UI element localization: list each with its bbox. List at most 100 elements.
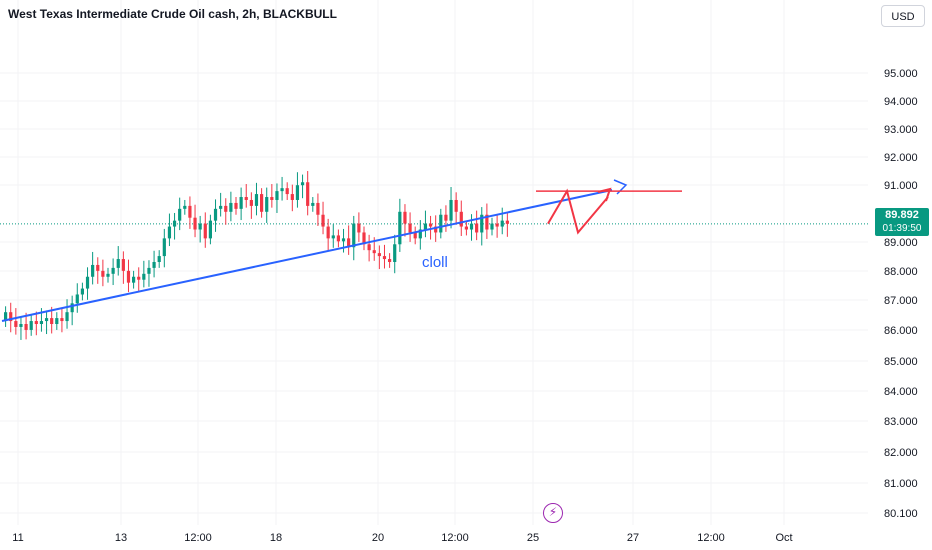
- x-tick-label: 18: [270, 532, 282, 544]
- candle-body: [29, 321, 33, 330]
- x-tick-label: 13: [115, 532, 127, 544]
- candle-body: [249, 199, 253, 206]
- candle-body: [377, 253, 381, 257]
- candle-body: [357, 223, 361, 233]
- candle-body: [24, 324, 28, 330]
- chart-annotation[interactable]: cloll: [422, 254, 448, 271]
- projection-path: [547, 188, 609, 235]
- candle-body: [423, 223, 428, 230]
- candle-body: [275, 191, 279, 200]
- candle-body: [178, 208, 182, 221]
- x-tick-label: 27: [627, 532, 639, 544]
- x-axis-ticks: 11 13 12:00 18 20 12:00 25 27 12:00 Oct: [12, 532, 792, 544]
- candle-body: [388, 259, 392, 262]
- candle-body: [162, 238, 166, 257]
- candle-body: [85, 276, 90, 289]
- currency-button[interactable]: USD: [881, 5, 925, 27]
- candle-body: [382, 256, 387, 260]
- candle-body: [198, 223, 202, 230]
- candle-body: [434, 226, 438, 233]
- candle-body: [316, 202, 320, 215]
- candle-body: [9, 312, 13, 322]
- x-tick-label: 20: [372, 532, 384, 544]
- candle-body: [444, 214, 448, 221]
- candle-body: [403, 211, 407, 224]
- bar-countdown: 01:39:50: [882, 223, 922, 234]
- candle-body: [254, 194, 259, 206]
- candle-body: [219, 205, 223, 209]
- y-tick-label: 88.000: [884, 266, 918, 278]
- candle-body: [50, 318, 54, 325]
- candle-body: [295, 185, 300, 200]
- candle-body: [244, 197, 248, 200]
- candle-body: [260, 194, 264, 212]
- candle-body: [224, 205, 228, 212]
- projection-arrow-head: [597, 187, 612, 202]
- last-price-tag: 89.892 01:39:50: [875, 208, 929, 236]
- candle-body: [428, 223, 433, 227]
- y-tick-label: 82.000: [884, 447, 918, 459]
- candle-body: [44, 318, 49, 322]
- candle-body: [126, 270, 131, 283]
- candle-body: [234, 202, 238, 209]
- y-tick-label: 94.000: [884, 96, 918, 108]
- candle-body: [111, 267, 115, 274]
- y-tick-label: 86.000: [884, 325, 918, 337]
- candle-body: [80, 288, 84, 295]
- grid: [0, 0, 868, 525]
- candle-body: [398, 211, 402, 245]
- candle-body: [229, 202, 233, 212]
- candle-body: [362, 232, 366, 245]
- candle-body: [300, 182, 305, 186]
- candle-body: [55, 318, 59, 325]
- candle-body: [352, 223, 356, 248]
- y-tick-label: 89.000: [884, 237, 918, 249]
- x-tick-label: 12:00: [184, 532, 212, 544]
- candle-body: [464, 226, 468, 230]
- candle-body: [188, 205, 192, 218]
- candle-body: [152, 261, 156, 268]
- y-tick-label: 81.000: [884, 478, 918, 490]
- x-tick-label: 25: [527, 532, 539, 544]
- candle-body: [65, 312, 69, 322]
- candle-body: [96, 264, 100, 271]
- candle-body: [4, 312, 8, 322]
- x-tick-label: 12:00: [441, 532, 469, 544]
- candle-body: [413, 232, 417, 239]
- candle-body: [454, 199, 458, 212]
- candle-body: [75, 294, 79, 304]
- candle-body: [193, 217, 197, 230]
- candle-body: [290, 194, 294, 200]
- candle-body: [485, 214, 489, 230]
- candle-body: [101, 270, 105, 277]
- candle-body: [439, 214, 443, 233]
- y-tick-label: 85.000: [884, 356, 918, 368]
- lightning-icon[interactable]: ⚡: [543, 503, 563, 523]
- candle-body: [469, 223, 474, 230]
- candle-body: [505, 220, 509, 224]
- candle-body: [213, 208, 218, 221]
- candle-body: [311, 202, 315, 206]
- candle-body: [326, 226, 330, 239]
- candle-body: [14, 321, 18, 327]
- chart-title: West Texas Intermediate Crude Oil cash, …: [8, 7, 337, 21]
- candle-body: [265, 197, 269, 212]
- candle-body: [116, 259, 120, 268]
- candle-body: [393, 244, 397, 262]
- candle-body: [60, 318, 64, 322]
- candle-body: [418, 229, 422, 239]
- candle-body: [459, 211, 463, 227]
- y-tick-label: 80.100: [884, 508, 918, 520]
- candle-body: [500, 220, 504, 227]
- y-tick-label: 92.000: [884, 152, 918, 164]
- candle-body: [306, 182, 310, 206]
- candle-body: [480, 214, 484, 233]
- candle-body: [91, 264, 95, 277]
- candle-body: [203, 223, 207, 239]
- candle-body: [70, 303, 74, 313]
- candle-body: [495, 223, 499, 227]
- candle-body: [167, 226, 172, 239]
- candle-body: [208, 220, 212, 239]
- y-tick-label: 84.000: [884, 386, 918, 398]
